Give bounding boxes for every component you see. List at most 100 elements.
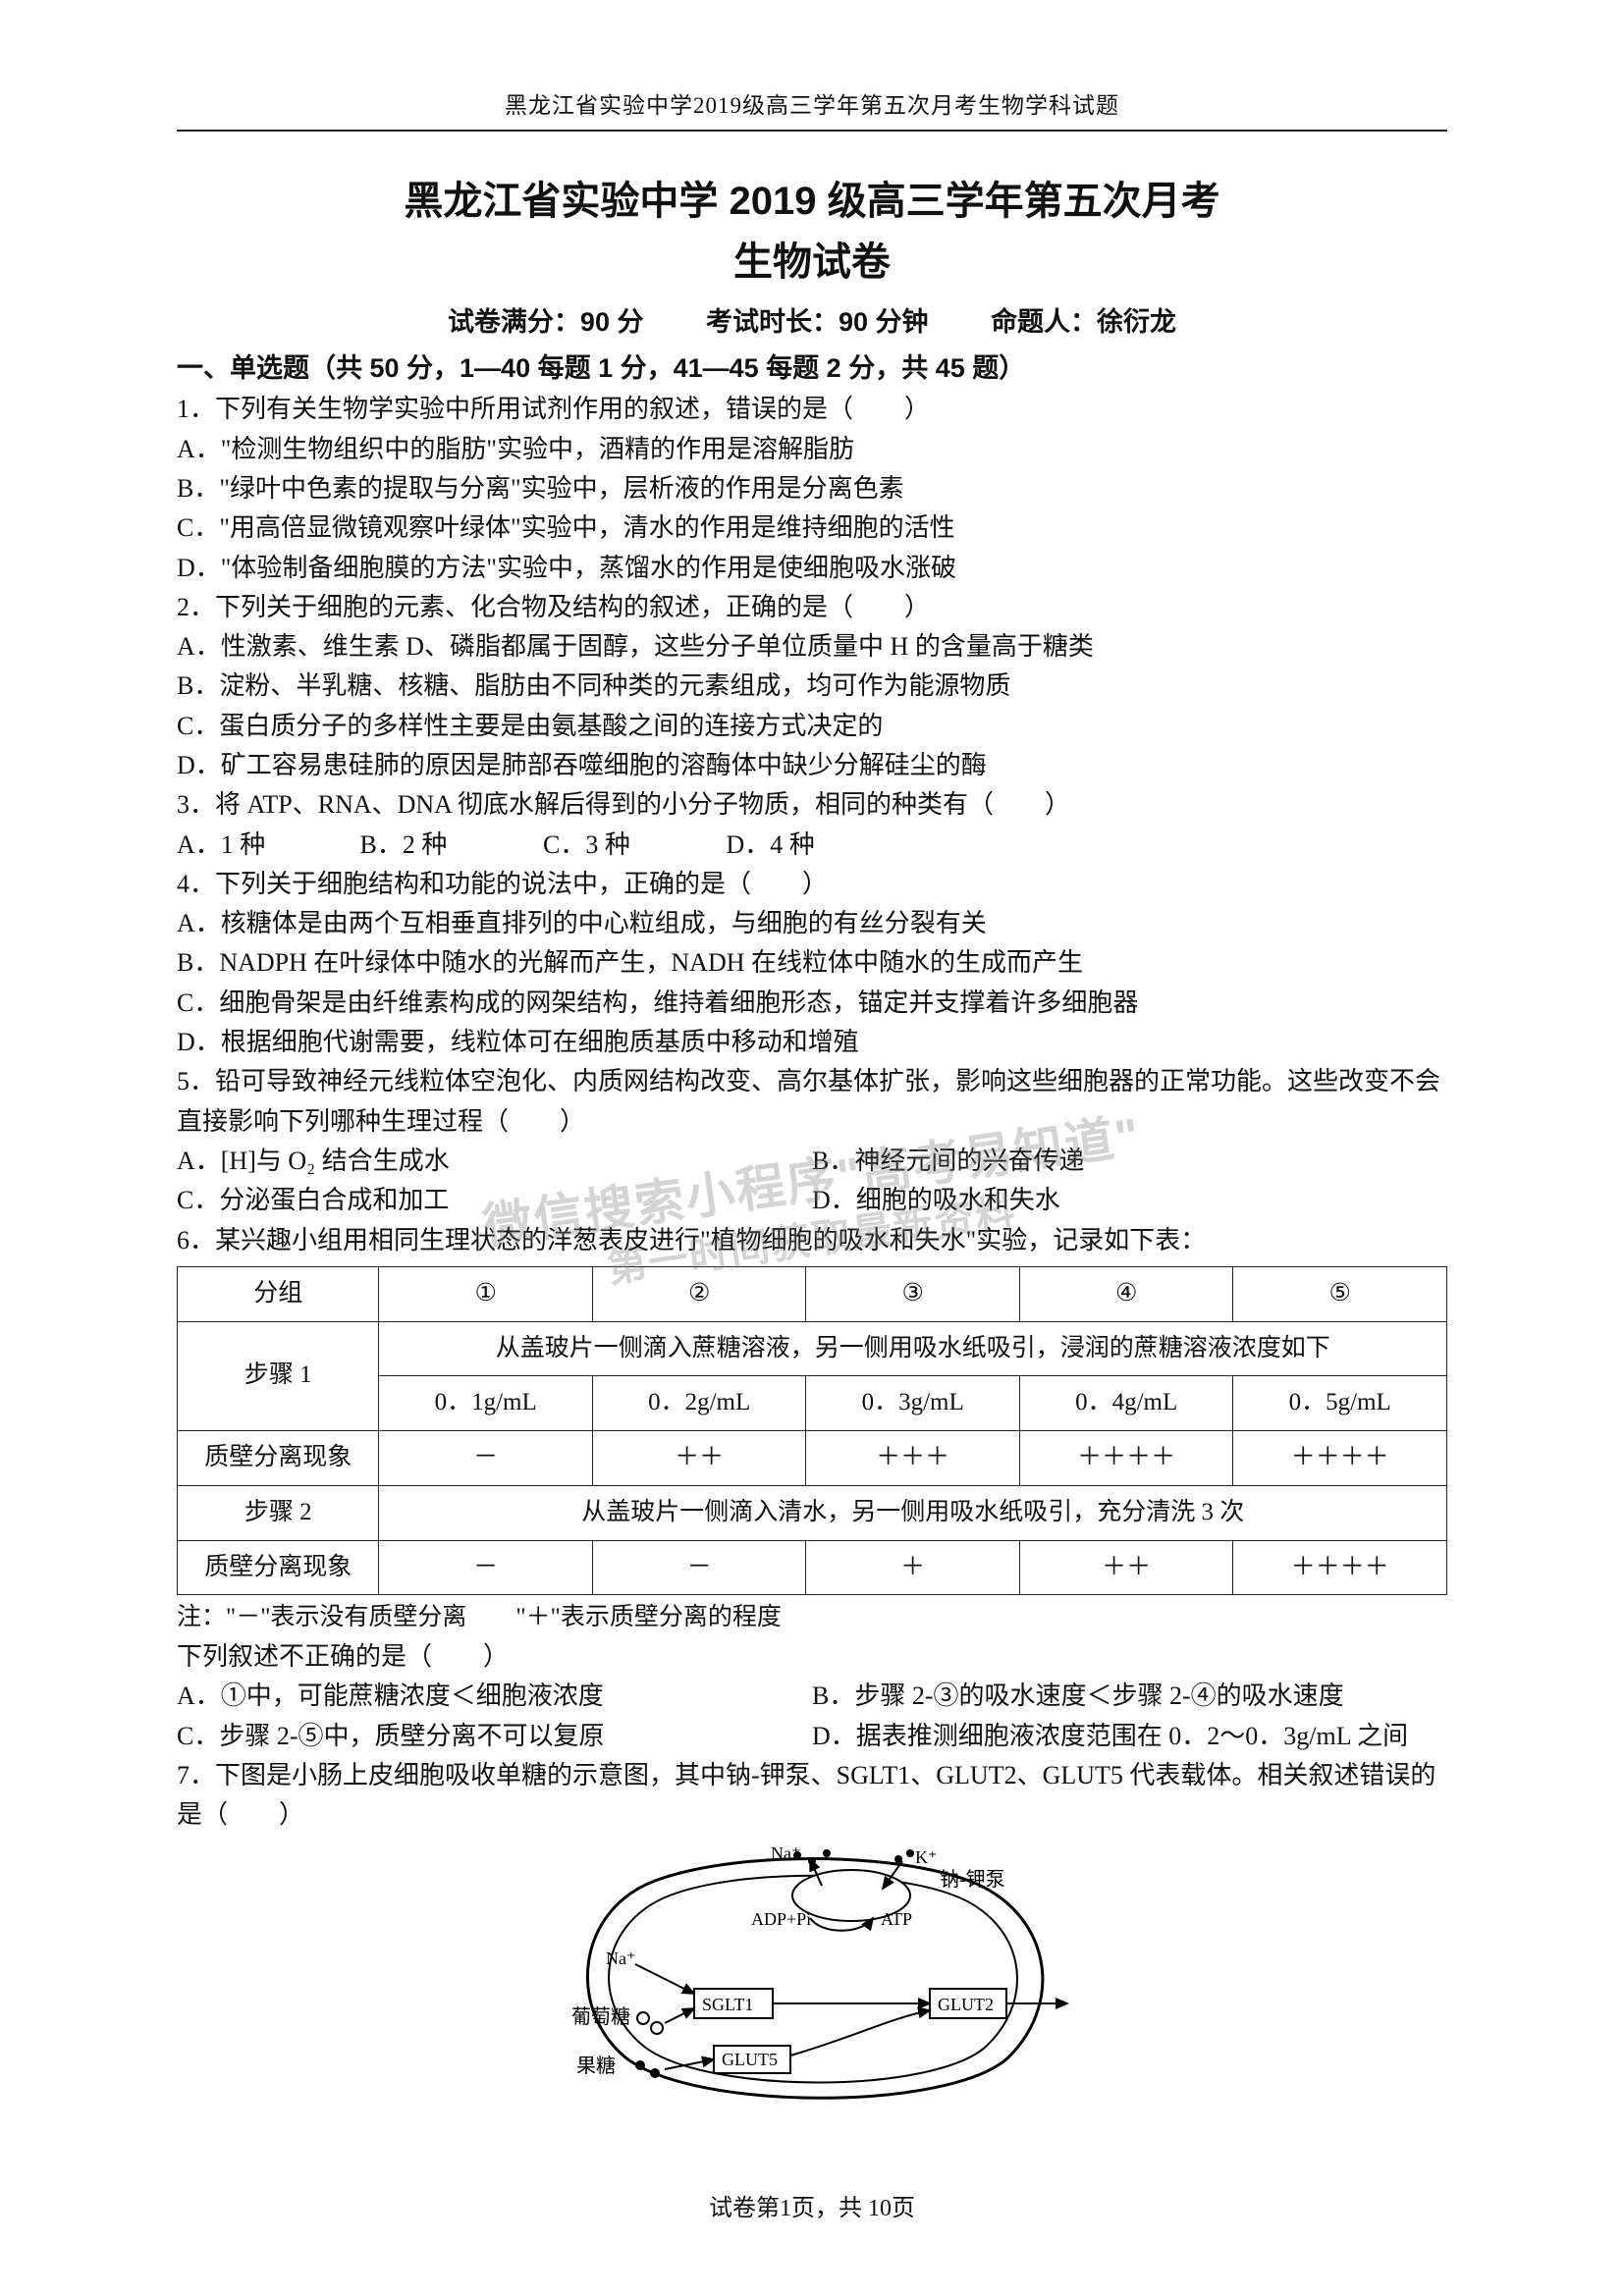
- table-row: 质壁分离现象 － ＋＋ ＋＋＋ ＋＋＋＋ ＋＋＋＋: [178, 1431, 1447, 1486]
- na-k-pump-label: 钠-钾泵: [940, 1868, 1005, 1891]
- na-label: Na⁺: [771, 1843, 801, 1863]
- pheno1-5: ＋＋＋＋: [1233, 1431, 1447, 1486]
- q6-opt-b: B．步骤 2-③的吸水速度＜步骤 2-④的吸水速度: [812, 1677, 1447, 1716]
- q7-stem: 7．下图是小肠上皮细胞吸收单糖的示意图，其中钠-钾泵、SGLT1、GLUT2、G…: [177, 1756, 1447, 1836]
- author: 命题人：徐衍龙: [991, 307, 1176, 337]
- col-2: ②: [592, 1266, 806, 1321]
- conc-4: 0．4g/mL: [1019, 1376, 1233, 1431]
- q1-opt-a: A．"检测生物组织中的脂肪"实验中，酒精的作用是溶解脂肪: [177, 430, 1447, 469]
- page-subtitle: 生物试卷: [177, 232, 1447, 293]
- duration: 考试时长：90 分钟: [706, 307, 929, 337]
- q5-opt-c: C．分泌蛋白合成和加工: [177, 1181, 812, 1220]
- pheno1-3: ＋＋＋: [806, 1431, 1020, 1486]
- q1-opt-b: B．"绿叶中色素的提取与分离"实验中，层析液的作用是分离色素: [177, 469, 1447, 508]
- q4-opt-d: D．根据细胞代谢需要，线粒体可在细胞质基质中移动和增殖: [177, 1023, 1447, 1062]
- na-left-label: Na⁺: [606, 1949, 636, 1968]
- q2-opt-b: B．淀粉、半乳糖、核糖、脂肪由不同种类的元素组成，均可作为能源物质: [177, 667, 1447, 706]
- question-6: 6．某兴趣小组用相同生理状态的洋葱表皮进行"植物细胞的吸水和失水"实验，记录如下…: [177, 1221, 1447, 1756]
- pheno1-4: ＋＋＋＋: [1019, 1431, 1233, 1486]
- page-title: 黑龙江省实验中学 2019 级高三学年第五次月考: [177, 171, 1447, 232]
- q3-stem: 3．将 ATP、RNA、DNA 彻底水解后得到的小分子物质，相同的种类有（ ）: [177, 785, 1447, 825]
- sglt1-label: SGLT1: [702, 1995, 753, 2014]
- k-label: K⁺: [915, 1847, 938, 1867]
- na-arrow-icon: [635, 1964, 694, 1994]
- table-row: 步骤 1 从盖玻片一侧滴入蔗糖溶液，另一侧用吸水纸吸引，浸润的蔗糖溶液浓度如下: [178, 1321, 1447, 1376]
- col-4: ④: [1019, 1266, 1233, 1321]
- conc-2: 0．2g/mL: [592, 1376, 806, 1431]
- col-1: ①: [379, 1266, 593, 1321]
- pheno2-3: ＋: [806, 1540, 1020, 1595]
- q2-stem: 2．下列关于细胞的元素、化合物及结构的叙述，正确的是（ ）: [177, 588, 1447, 627]
- q5-options: A．[H]与 O₂ 结合生成水 B．神经元间的兴奋传递 C．分泌蛋白合成和加工 …: [177, 1142, 1447, 1221]
- question-4: 4．下列关于细胞结构和功能的说法中，正确的是（ ） A．核糖体是由两个互相垂直排…: [177, 865, 1447, 1062]
- q1-opt-d: D．"体验制备细胞膜的方法"实验中，蒸馏水的作用是使细胞吸水涨破: [177, 549, 1447, 588]
- q3-opt-c: C．3 种: [543, 826, 720, 865]
- q2-opt-c: C．蛋白质分子的多样性主要是由氨基酸之间的连接方式决定的: [177, 707, 1447, 746]
- col-5: ⑤: [1233, 1266, 1447, 1321]
- q4-opt-b: B．NADPH 在叶绿体中随水的光解而产生，NADH 在线粒体中随水的生成而产生: [177, 943, 1447, 983]
- adp-pi-label: ADP+Pi: [751, 1909, 811, 1929]
- fructose-label: 果糖: [576, 2055, 616, 2077]
- section-1-heading: 一、单选题（共 50 分，1—40 每题 1 分，41—45 每题 2 分，共 …: [177, 348, 1447, 390]
- pheno2-4: ＋＋: [1019, 1540, 1233, 1595]
- q3-opt-a: A．1 种: [177, 826, 353, 865]
- q5-stem: 5．铅可导致神经元线粒体空泡化、内质网结构改变、高尔基体扩张，影响这些细胞器的正…: [177, 1062, 1447, 1142]
- glut2-label: GLUT2: [938, 1995, 994, 2014]
- conc-1: 0．1g/mL: [379, 1376, 593, 1431]
- conc-3: 0．3g/mL: [806, 1376, 1020, 1431]
- glucose-label: 葡萄糖: [571, 2005, 630, 2028]
- full-score: 试卷满分：90 分: [448, 307, 644, 337]
- page-footer: 试卷第1页，共 10页: [0, 2191, 1624, 2227]
- pheno1-label: 质壁分离现象: [178, 1431, 379, 1486]
- conc-5: 0．5g/mL: [1233, 1376, 1447, 1431]
- q3-opt-d: D．4 种: [727, 826, 903, 865]
- fructose-dot-icon: [635, 2060, 645, 2070]
- q6-ask: 下列叙述不正确的是（ ）: [177, 1637, 1447, 1677]
- q5-opt-b: B．神经元间的兴奋传递: [812, 1142, 1447, 1181]
- fructose-dot-icon: [650, 2068, 660, 2078]
- q5-opt-d: D．细胞的吸水和失水: [812, 1181, 1447, 1220]
- step1-desc: 从盖玻片一侧滴入蔗糖溶液，另一侧用吸水纸吸引，浸润的蔗糖溶液浓度如下: [379, 1321, 1447, 1376]
- q2-opt-a: A．性激素、维生素 D、磷脂都属于固醇，这些分子单位质量中 H 的含量高于糖类: [177, 627, 1447, 667]
- glucose-dot-icon: [637, 2012, 649, 2024]
- q4-opt-c: C．细胞骨架是由纤维素构成的网架结构，维持着细胞形态，锚定并支撑着许多细胞器: [177, 984, 1447, 1023]
- glucose-dot-icon: [651, 2022, 663, 2034]
- step1-label: 步骤 1: [178, 1321, 379, 1431]
- q7-diagram: 钠-钾泵 Na⁺ K⁺ ADP+Pi ATP Na⁺ SGLT: [177, 1842, 1447, 2128]
- q5-opt-a: A．[H]与 O₂ 结合生成水: [177, 1142, 812, 1181]
- question-2: 2．下列关于细胞的元素、化合物及结构的叙述，正确的是（ ） A．性激素、维生素 …: [177, 588, 1447, 785]
- q1-opt-c: C．"用高倍显微镜观察叶绿体"实验中，清水的作用是维持细胞的活性: [177, 508, 1447, 548]
- table-row: 步骤 2 从盖玻片一侧滴入清水，另一侧用吸水纸吸引，充分清洗 3 次: [178, 1485, 1447, 1540]
- table-header-row: 分组 ① ② ③ ④ ⑤: [178, 1266, 1447, 1321]
- q6-stem: 6．某兴趣小组用相同生理状态的洋葱表皮进行"植物细胞的吸水和失水"实验，记录如下…: [177, 1221, 1447, 1260]
- col-group: 分组: [178, 1266, 379, 1321]
- pheno1-2: ＋＋: [592, 1431, 806, 1486]
- step2-desc: 从盖玻片一侧滴入清水，另一侧用吸水纸吸引，充分清洗 3 次: [379, 1485, 1447, 1540]
- step2-label: 步骤 2: [178, 1485, 379, 1540]
- q2-opt-d: D．矿工容易患硅肺的原因是肺部吞噬细胞的溶酶体中缺少分解硅尘的酶: [177, 746, 1447, 785]
- pheno2-5: ＋＋＋＋: [1233, 1540, 1447, 1595]
- q6-table: 分组 ① ② ③ ④ ⑤ 步骤 1 从盖玻片一侧滴入蔗糖溶液，另一侧用吸水纸吸引…: [177, 1266, 1447, 1596]
- pheno2-1: －: [379, 1540, 593, 1595]
- glut5-label: GLUT5: [722, 2050, 778, 2069]
- col-3: ③: [806, 1266, 1020, 1321]
- question-7: 7．下图是小肠上皮细胞吸收单糖的示意图，其中钠-钾泵、SGLT1、GLUT2、G…: [177, 1756, 1447, 2128]
- q6-opt-d: D．据表推测细胞液浓度范围在 0．2～0．3g/mL 之间: [812, 1717, 1447, 1756]
- q1-stem: 1．下列有关生物学实验中所用试剂作用的叙述，错误的是（ ）: [177, 390, 1447, 429]
- q6-opt-c: C．步骤 2-⑤中，质壁分离不可以复原: [177, 1717, 812, 1756]
- fructose-path-icon: [790, 2010, 930, 2056]
- glucose-arrow-icon: [665, 2008, 694, 2023]
- cell-transport-diagram: 钠-钾泵 Na⁺ K⁺ ADP+Pi ATP Na⁺ SGLT: [517, 1842, 1107, 2116]
- question-3: 3．将 ATP、RNA、DNA 彻底水解后得到的小分子物质，相同的种类有（ ） …: [177, 785, 1447, 865]
- question-1: 1．下列有关生物学实验中所用试剂作用的叙述，错误的是（ ） A．"检测生物组织中…: [177, 390, 1447, 587]
- q3-opt-b: B．2 种: [360, 826, 537, 865]
- atp-label: ATP: [881, 1909, 912, 1929]
- q6-opt-a: A．①中，可能蔗糖浓度＜细胞液浓度: [177, 1677, 812, 1716]
- q4-opt-a: A．核糖体是由两个互相垂直排列的中心粒组成，与细胞的有丝分裂有关: [177, 904, 1447, 943]
- q4-stem: 4．下列关于细胞结构和功能的说法中，正确的是（ ）: [177, 865, 1447, 904]
- running-header: 黑龙江省实验中学2019级高三学年第五次月考生物学科试题: [177, 88, 1447, 132]
- pheno2-label: 质壁分离现象: [178, 1540, 379, 1595]
- q6-options: A．①中，可能蔗糖浓度＜细胞液浓度 B．步骤 2-③的吸水速度＜步骤 2-④的吸…: [177, 1677, 1447, 1756]
- table-row: 质壁分离现象 － － ＋ ＋＋ ＋＋＋＋: [178, 1540, 1447, 1595]
- exam-meta: 试卷满分：90 分 考试时长：90 分钟 命题人：徐衍龙: [177, 302, 1447, 344]
